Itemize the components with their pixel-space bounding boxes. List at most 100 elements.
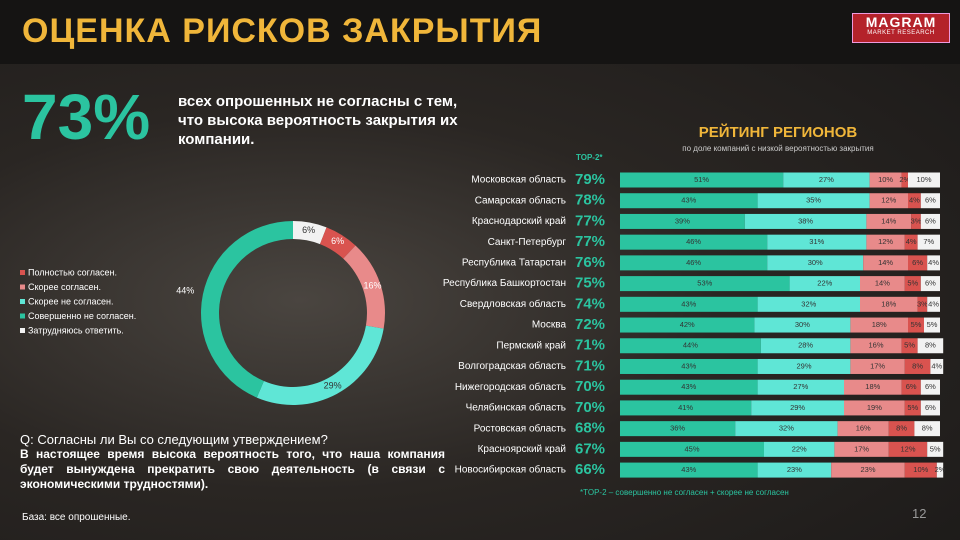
bar-segment (834, 441, 889, 457)
bar-segment (917, 338, 944, 354)
slide-title: ОЦЕНКА РИСКОВ ЗАКРЫТИЯ (22, 12, 543, 50)
bar-segment (908, 172, 940, 188)
bar-label: 4% (931, 361, 942, 370)
bar-segment (767, 255, 864, 271)
y-tick-label: Республика Башкортостан (443, 277, 566, 289)
question-label: Q: Согласны ли Вы со следующим утвержден… (20, 432, 328, 447)
top2-label: 72% (575, 316, 605, 333)
bar-segment (744, 213, 867, 229)
bar-label: 17% (870, 361, 885, 370)
bar-label: 5% (904, 341, 915, 350)
top2-label: 68% (575, 420, 605, 437)
bar-label: 2% (899, 175, 910, 184)
bar-label: 32% (801, 299, 816, 308)
bar-segment (908, 255, 928, 271)
top2-label: 77% (575, 233, 605, 250)
bar-label: 8% (922, 424, 933, 433)
bar-label: 4% (906, 237, 917, 246)
bar-label: 3% (911, 216, 922, 225)
bar-segment (757, 358, 851, 374)
bar-segment (930, 358, 944, 374)
logo-sub: MARKET RESEARCH (867, 30, 935, 36)
bar-segment (620, 400, 752, 416)
bar-label: 6% (906, 382, 917, 391)
bar-label: 43% (681, 196, 696, 205)
legend-label: Затрудняюсь ответить. (28, 325, 124, 335)
top2-label: 71% (575, 357, 605, 374)
bar-label: 18% (872, 320, 887, 329)
donut-slice (293, 221, 327, 245)
top2-label: 70% (575, 399, 605, 416)
bar-segment (850, 317, 908, 333)
bar-segment (866, 213, 912, 229)
top2-label: 77% (575, 212, 605, 229)
y-tick-label: Волгоградская область (458, 360, 566, 372)
bar-segment (863, 255, 908, 271)
bar-title: РЕЙТИНГ РЕГИОНОВ (699, 123, 858, 141)
slice-label: 6% (302, 225, 315, 235)
bar-segment (888, 421, 915, 437)
bar-label: 5% (907, 279, 918, 288)
donut-slice (319, 227, 356, 259)
bar-segment (927, 255, 940, 271)
bar-segment (904, 276, 921, 292)
bar-label: 18% (881, 299, 896, 308)
legend-label: Скорее не согласен. (28, 296, 113, 306)
bar-label: 17% (854, 444, 869, 453)
y-tick-label: Свердловская область (460, 298, 566, 310)
bar-segment (620, 234, 768, 250)
bar-label: 32% (779, 424, 794, 433)
bar-label: 46% (686, 237, 701, 246)
bar-segment (904, 462, 937, 478)
base-note: База: все опрошенные. (22, 512, 131, 523)
bar-label: 6% (925, 216, 936, 225)
bar-segment (901, 172, 908, 188)
legend-swatch (20, 299, 25, 304)
bar-segment (754, 317, 851, 333)
bar-label: 43% (681, 361, 696, 370)
bar-label: 5% (907, 403, 918, 412)
y-tick-label: Пермский край (496, 340, 566, 351)
bar-label: 27% (819, 175, 834, 184)
y-tick-label: Санкт-Петербург (488, 236, 567, 248)
bar-label: 6% (925, 382, 936, 391)
y-tick-label: Ростовская область (474, 422, 566, 434)
bar-label: 6% (925, 196, 936, 205)
bar-label: 22% (792, 444, 807, 453)
bar-segment (831, 462, 905, 478)
bar-label: 10% (878, 175, 893, 184)
bar-label: 35% (806, 196, 821, 205)
bar-label: 27% (793, 382, 808, 391)
bar-label: 10% (916, 175, 931, 184)
legend-swatch (20, 284, 25, 290)
bar-segment (869, 172, 902, 188)
bar-label: 30% (795, 320, 810, 329)
bar-segment (901, 338, 918, 354)
bar-segment (837, 421, 889, 437)
bar-label: 5% (927, 320, 938, 329)
top2-label: 74% (575, 295, 605, 312)
logo: MAGRAM MARKET RESEARCH (852, 13, 950, 43)
question: Q: Согласны ли Вы со следующим утвержден… (20, 432, 445, 492)
bar-label: 4% (928, 299, 939, 308)
bar-segment (927, 441, 944, 457)
bar-segment (789, 276, 860, 292)
bar-label: 29% (796, 361, 811, 370)
bar-segment (850, 358, 905, 374)
bar-segment (757, 379, 844, 395)
bar-segment (920, 400, 940, 416)
bar-segment (866, 234, 905, 250)
bar-segment (760, 338, 851, 354)
y-tick-label: Нижегородская область (455, 381, 566, 393)
bar-segment (920, 276, 940, 292)
legend-label: Совершенно не согласен. (28, 311, 136, 321)
bar-segment (620, 276, 790, 292)
top2-label: 71% (575, 337, 605, 354)
top2-header: TOP-2* (576, 153, 603, 162)
bar-segment (844, 400, 905, 416)
highlight-value: 73% (22, 81, 151, 153)
donut-slice (256, 325, 384, 405)
bar-segment (757, 296, 860, 312)
bar-label: 8% (925, 341, 936, 350)
bar-label: 14% (875, 279, 890, 288)
